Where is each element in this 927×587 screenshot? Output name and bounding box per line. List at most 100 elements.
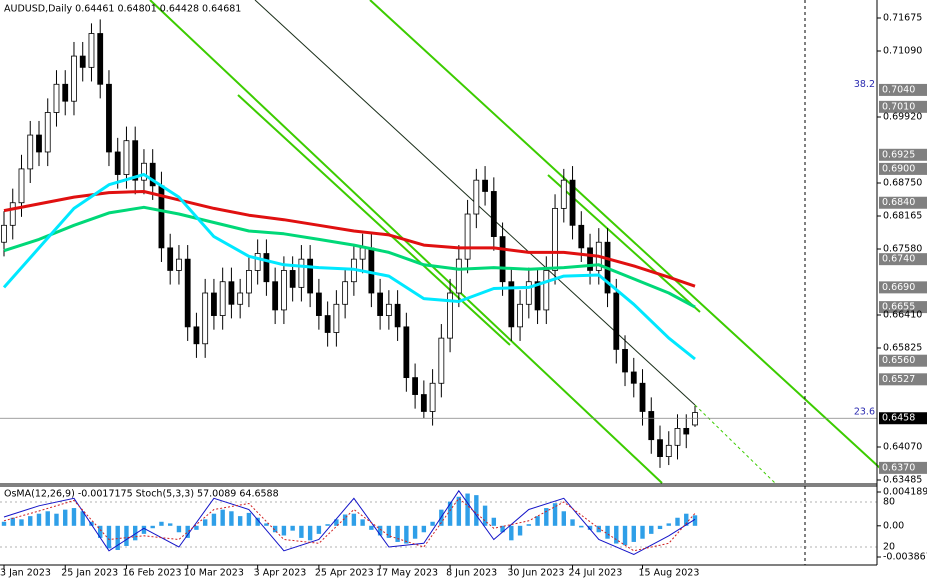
level-label: 0.6527	[882, 374, 915, 385]
candle-body	[141, 162, 147, 181]
osma-bar	[360, 519, 365, 526]
level-label-box	[879, 281, 927, 294]
candle-body	[53, 83, 60, 113]
candle-body	[499, 236, 506, 283]
candle-body	[280, 270, 287, 311]
y-tick-label: 0.71675	[883, 12, 922, 23]
y-tick-label: 0.64070	[883, 442, 922, 453]
osma-bar	[185, 525, 190, 538]
osma-bar	[657, 525, 663, 530]
x-tick-label: 3 Jan 2023	[0, 568, 51, 579]
channel-line	[149, 0, 663, 484]
osma-bar	[579, 525, 584, 528]
osma-bar	[98, 525, 103, 538]
candle-body	[176, 258, 182, 271]
candle-body	[9, 202, 16, 226]
osma-bar	[430, 521, 435, 526]
x-tick-label: 17 May 2023	[376, 568, 438, 579]
y-tick-label: 0.66410	[883, 310, 922, 321]
osma-bar	[307, 525, 313, 541]
indicator-y-tick-label: 0.00	[883, 520, 904, 531]
osma-bar	[404, 525, 409, 544]
candle-body	[630, 371, 637, 384]
osma-bar	[386, 525, 392, 538]
osma-bar	[229, 511, 234, 526]
channel-line	[237, 94, 511, 346]
level-label: 0.6925	[882, 149, 915, 160]
osma-bar	[640, 525, 645, 539]
candle-body	[79, 55, 86, 68]
candle-body	[385, 303, 392, 316]
candle-body	[508, 281, 515, 328]
candle-body	[517, 303, 523, 328]
moving-average	[2, 173, 696, 361]
candle-body	[683, 427, 690, 435]
osma-bar	[631, 525, 636, 542]
osma-bar	[325, 524, 330, 526]
current-price-box	[879, 412, 927, 425]
level-label-box	[879, 373, 927, 386]
osma-bar	[133, 525, 138, 541]
osma-bar	[517, 525, 523, 536]
candle-body	[639, 382, 646, 412]
candle-body	[622, 349, 628, 373]
stoch-tick-label: 20	[883, 542, 895, 553]
osma-bar	[167, 523, 173, 526]
y-tick-label: 0.68750	[883, 178, 922, 189]
level-label-box	[879, 354, 927, 367]
osma-bar	[570, 519, 575, 526]
level-label: 0.6690	[882, 282, 915, 293]
level-label: 0.6370	[882, 462, 915, 473]
osma-bar	[220, 509, 225, 526]
fib-label: 38.2	[854, 79, 875, 90]
moving-average	[3, 190, 696, 288]
candle-body	[657, 439, 663, 457]
osma-bar	[351, 513, 357, 526]
candle-body	[18, 168, 25, 204]
candle-body	[97, 33, 104, 85]
candle-body	[324, 315, 331, 333]
osma-bar	[159, 521, 164, 526]
osma-bar	[622, 525, 628, 546]
osma-bar	[316, 525, 322, 534]
fib-label: 23.6	[854, 406, 875, 417]
candle-body	[167, 247, 174, 271]
candle-body	[464, 213, 471, 260]
moving-average	[3, 205, 696, 309]
y-tick-label: 0.69920	[883, 111, 922, 122]
osma-bar	[71, 508, 77, 526]
current-price-label: 0.6458	[882, 413, 915, 424]
osma-bar	[202, 519, 208, 526]
candle-body	[525, 281, 532, 305]
osma-bar	[587, 525, 593, 530]
y-tick-label: 0.67580	[883, 244, 922, 255]
candle-body	[342, 281, 349, 305]
level-label: 0.7010	[882, 101, 915, 112]
osma-bar	[509, 525, 514, 541]
osma-bar	[176, 525, 182, 533]
candle-body	[569, 179, 576, 226]
level-label-box	[879, 83, 927, 96]
osma-bar	[684, 513, 689, 526]
candle-body	[534, 281, 541, 311]
candle-body	[219, 281, 226, 316]
level-label: 0.6655	[882, 302, 915, 313]
x-tick-label: 15 Aug 2023	[639, 568, 700, 579]
candle-body	[254, 253, 261, 271]
y-tick-label: 0.63485	[883, 475, 922, 486]
x-tick-label: 25 Apr 2023	[315, 568, 374, 579]
osma-bar	[605, 525, 610, 539]
osma-bar	[535, 516, 540, 526]
candle-body	[665, 444, 672, 457]
candle-body	[394, 303, 401, 328]
candle-body	[211, 292, 217, 316]
osma-bar	[80, 511, 85, 526]
osma-bar	[649, 525, 654, 534]
level-label: 0.6900	[882, 163, 915, 174]
x-tick-label: 3 Apr 2023	[254, 568, 307, 579]
x-tick-label: 16 Feb 2023	[122, 568, 181, 579]
candle-body	[246, 270, 252, 294]
channel-line	[369, 0, 881, 469]
x-tick-label: 24 Jul 2023	[569, 568, 623, 579]
